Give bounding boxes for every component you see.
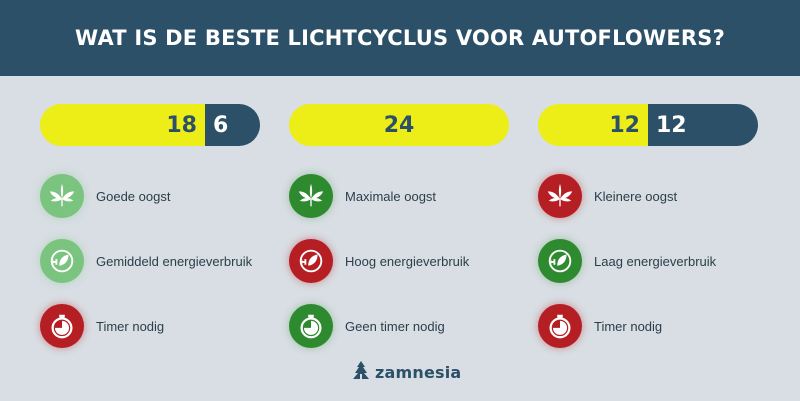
energy-plug-leaf-icon: [40, 239, 84, 283]
timer-item: Timer nodig: [40, 304, 164, 348]
logo-text: zamnesia: [375, 363, 462, 382]
cannabis-leaf-icon: [40, 174, 84, 218]
light-hours-value: 12: [609, 112, 640, 138]
item-label: Laag energieverbruik: [594, 253, 717, 269]
cannabis-leaf-icon: [289, 174, 333, 218]
zamnesia-logo-icon: [352, 360, 370, 385]
item-label: Kleinere oogst: [594, 188, 678, 204]
stopwatch-icon: [40, 304, 84, 348]
light-cycle-column-24-0: 24 Maximale oogst Hoog energieverbruik G…: [289, 104, 509, 348]
dark-hours-value: 12: [656, 112, 687, 138]
item-label: Gemiddeld energieverbruik: [96, 253, 253, 269]
light-cycle-column-12-12: 12 12 Kleinere oogst Laag energieverbrui…: [538, 104, 758, 348]
light-cycle-bar: 24: [289, 104, 509, 146]
light-hours-value: 24: [383, 112, 415, 138]
header-banner: WAT IS DE BESTE LICHTCYCLUS VOOR AUTOFLO…: [0, 0, 800, 76]
timer-item: Geen timer nodig: [289, 304, 445, 348]
light-hours-segment: 12: [538, 104, 648, 146]
zamnesia-logo: zamnesia: [352, 360, 461, 385]
energy-plug-leaf-icon: [289, 239, 333, 283]
energy-item: Laag energieverbruik: [538, 239, 716, 283]
item-label: Hoog energieverbruik: [345, 253, 470, 269]
item-label: Geen timer nodig: [345, 318, 445, 334]
yield-item: Maximale oogst: [289, 174, 436, 218]
dark-hours-segment: 12: [648, 104, 758, 146]
stopwatch-icon: [538, 304, 582, 348]
light-hours-segment: 18: [40, 104, 205, 146]
page-title: WAT IS DE BESTE LICHTCYCLUS VOOR AUTOFLO…: [75, 26, 725, 50]
light-cycle-column-18-6: 18 6 Goede oogst Gemiddeld energieverbru…: [40, 104, 260, 348]
cannabis-leaf-icon: [538, 174, 582, 218]
yield-item: Goede oogst: [40, 174, 170, 218]
dark-hours-segment: 6: [205, 104, 260, 146]
light-cycle-bar: 12 12: [538, 104, 758, 146]
light-hours-segment: 24: [289, 104, 509, 146]
yield-item: Kleinere oogst: [538, 174, 677, 218]
item-label: Timer nodig: [594, 318, 663, 334]
timer-item: Timer nodig: [538, 304, 662, 348]
item-label: Timer nodig: [96, 318, 165, 334]
energy-plug-leaf-icon: [538, 239, 582, 283]
dark-hours-value: 6: [213, 112, 229, 138]
item-label: Maximale oogst: [345, 188, 437, 204]
item-label: Goede oogst: [96, 188, 171, 204]
stopwatch-icon: [289, 304, 333, 348]
energy-item: Gemiddeld energieverbruik: [40, 239, 252, 283]
energy-item: Hoog energieverbruik: [289, 239, 469, 283]
light-cycle-bar: 18 6: [40, 104, 260, 146]
light-hours-value: 18: [166, 112, 197, 138]
